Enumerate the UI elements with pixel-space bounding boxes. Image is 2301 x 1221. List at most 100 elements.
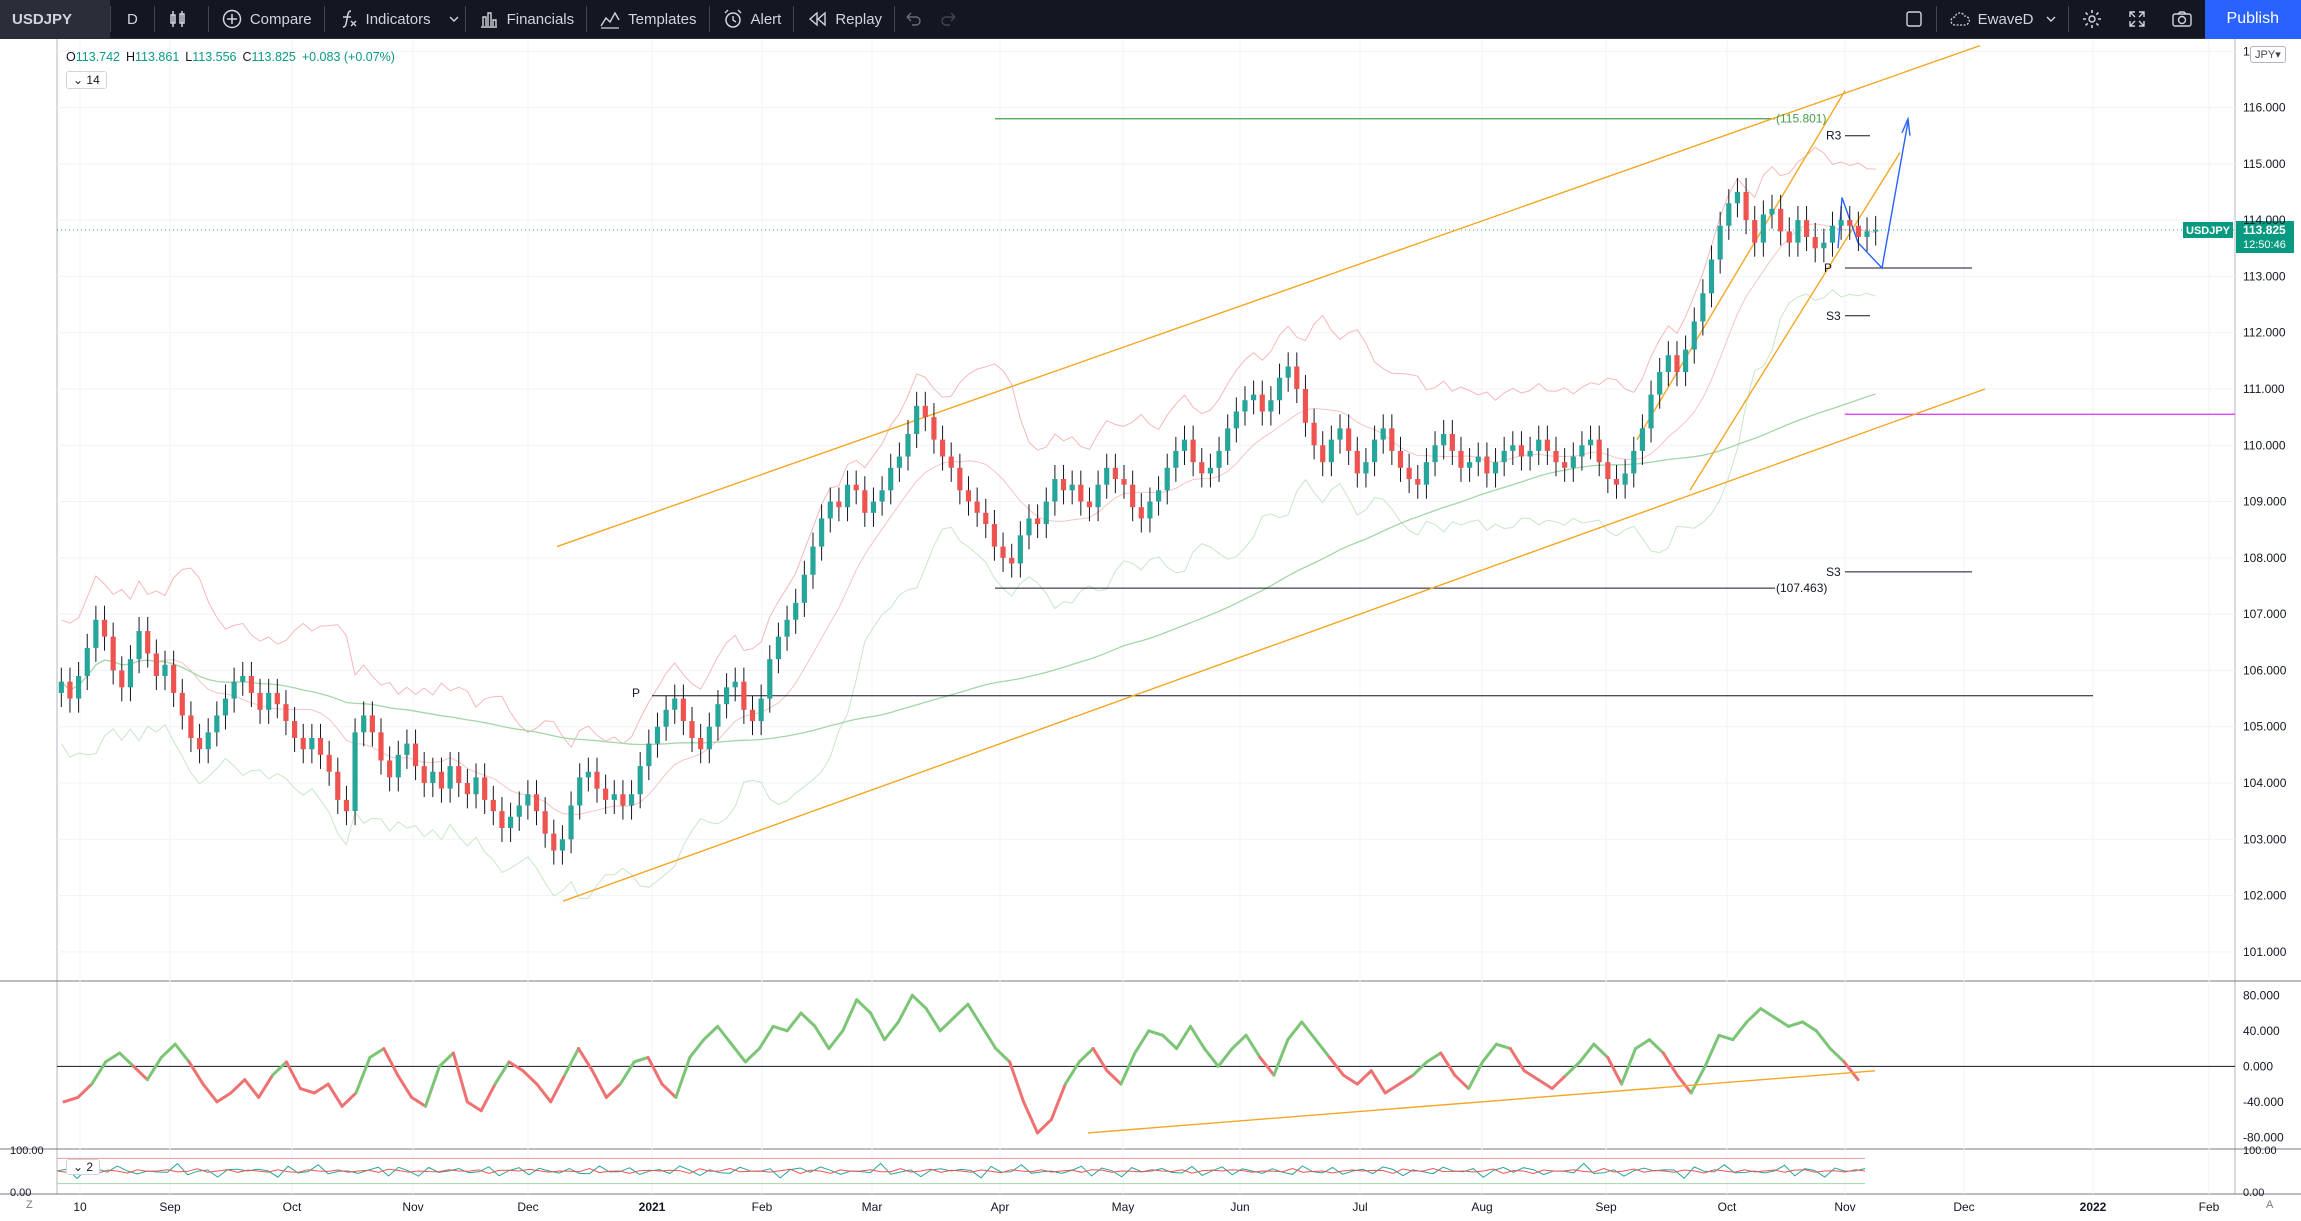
replay-button[interactable]: Replay xyxy=(794,0,894,39)
candle-body xyxy=(93,619,99,648)
candle-body xyxy=(1786,231,1792,243)
candle-body xyxy=(1276,377,1283,401)
candle-body xyxy=(196,737,203,750)
candle-body xyxy=(827,501,833,519)
osc-segment xyxy=(1314,1038,1332,1059)
osc-segment xyxy=(1439,1051,1457,1077)
chart-type-button[interactable] xyxy=(155,0,208,39)
undo-button[interactable] xyxy=(895,0,931,39)
candle-body xyxy=(836,501,842,508)
alert-button[interactable]: Alert xyxy=(710,0,794,39)
redo-button[interactable] xyxy=(931,0,967,39)
toolbar-divider xyxy=(207,6,209,32)
toolbar-divider xyxy=(793,6,795,32)
templates-button[interactable]: Templates xyxy=(587,0,708,39)
candle-body xyxy=(1242,400,1248,412)
candle-body xyxy=(1475,456,1481,463)
indicator2-toggle[interactable]: ⌄ 2 xyxy=(66,1159,101,1175)
osc-segment xyxy=(646,1055,664,1086)
osc-segment xyxy=(1119,1051,1137,1086)
candle-body xyxy=(1605,462,1611,480)
osc-segment xyxy=(1244,1033,1262,1059)
osc-segment xyxy=(1328,1055,1345,1077)
candle-body xyxy=(1536,439,1542,451)
candle-body xyxy=(421,766,427,783)
osc-segment xyxy=(437,1051,455,1068)
candle-body xyxy=(1562,462,1568,468)
candle-body xyxy=(1337,428,1343,440)
candle-body xyxy=(758,698,764,722)
candle-body xyxy=(1622,473,1628,485)
candle-body xyxy=(1510,445,1516,451)
osc-segment xyxy=(396,1073,414,1099)
osc-segment xyxy=(521,1069,539,1086)
candle-body xyxy=(767,659,773,699)
interval-button[interactable]: D xyxy=(127,10,138,28)
osc-segment xyxy=(1063,1060,1081,1086)
indicator-toggle[interactable]: ⌄ 14 xyxy=(66,71,107,89)
chevron-down-icon xyxy=(2046,16,2056,22)
osc-segment xyxy=(1494,1042,1512,1051)
candle-body xyxy=(1406,467,1412,480)
toolbar-divider xyxy=(153,6,155,32)
financials-button[interactable]: Financials xyxy=(466,0,587,39)
candle-body xyxy=(784,619,790,637)
candle-body xyxy=(456,766,462,783)
time-tick-label: Dec xyxy=(517,1200,538,1214)
candle-body xyxy=(499,811,505,829)
symbol-search-button[interactable]: USDJPY xyxy=(0,0,110,39)
publish-button[interactable]: Publish xyxy=(2204,0,2301,39)
settings-button[interactable] xyxy=(2069,0,2115,39)
fullscreen-select-button[interactable] xyxy=(1892,0,1936,39)
snapshot-button[interactable] xyxy=(2159,0,2205,39)
chart-background xyxy=(0,39,2301,1221)
osc-segment xyxy=(757,1024,775,1051)
osc-segment xyxy=(966,1002,984,1028)
timezone-corner[interactable]: Z xyxy=(26,1199,33,1211)
ohlc-open: O113.742 xyxy=(66,50,120,64)
osc-tick-label: 0.000 xyxy=(2243,1059,2273,1073)
candle-body xyxy=(741,681,747,710)
osc-segment xyxy=(1008,1060,1026,1104)
osc-segment xyxy=(799,1011,817,1028)
candle-body xyxy=(300,737,306,750)
drawings[interactable] xyxy=(57,39,2235,902)
auto-scale-corner[interactable]: A xyxy=(2266,1199,2274,1211)
price-tick-label: 107.000 xyxy=(2243,607,2287,621)
candle-body xyxy=(706,726,712,750)
compare-button[interactable]: Compare xyxy=(209,0,324,39)
osc-segment xyxy=(618,1060,636,1086)
osc-segment xyxy=(215,1091,233,1104)
candle-body xyxy=(387,760,393,778)
candle-body xyxy=(723,687,730,705)
high-level-label: (115.801) xyxy=(1776,112,1826,126)
currency-selector[interactable]: JPY▾ xyxy=(2250,46,2286,63)
candle-body xyxy=(1674,355,1680,373)
fullscreen-button[interactable] xyxy=(2115,0,2159,39)
candle-body xyxy=(179,692,185,716)
candle-body xyxy=(343,799,350,812)
osc-segment xyxy=(1369,1069,1387,1095)
candle-body xyxy=(948,456,954,468)
osc-segment xyxy=(1731,1020,1749,1042)
osc-segment xyxy=(841,998,859,1033)
candle-body xyxy=(1821,242,1827,249)
candle-body xyxy=(1415,479,1421,485)
candle-body xyxy=(775,636,782,660)
candle-body xyxy=(1864,231,1870,238)
candle-body xyxy=(1873,229,1879,232)
s3-label: S3 xyxy=(1826,309,1841,323)
osc-segment xyxy=(632,1055,650,1064)
square-icon xyxy=(1905,11,1922,27)
inner-channel-line xyxy=(1636,90,1846,440)
indicators-dropdown[interactable] xyxy=(443,0,465,39)
osc-segment xyxy=(451,1051,469,1104)
osc-tick-label: -40.000 xyxy=(2243,1095,2284,1109)
candle-body xyxy=(1259,394,1265,412)
candle-body xyxy=(507,816,514,829)
indicators-button[interactable]: Indicators xyxy=(325,0,443,39)
candle-body xyxy=(1691,321,1697,350)
layout-button[interactable]: EwaveD xyxy=(1937,0,2068,39)
osc-segment xyxy=(590,1069,608,1099)
